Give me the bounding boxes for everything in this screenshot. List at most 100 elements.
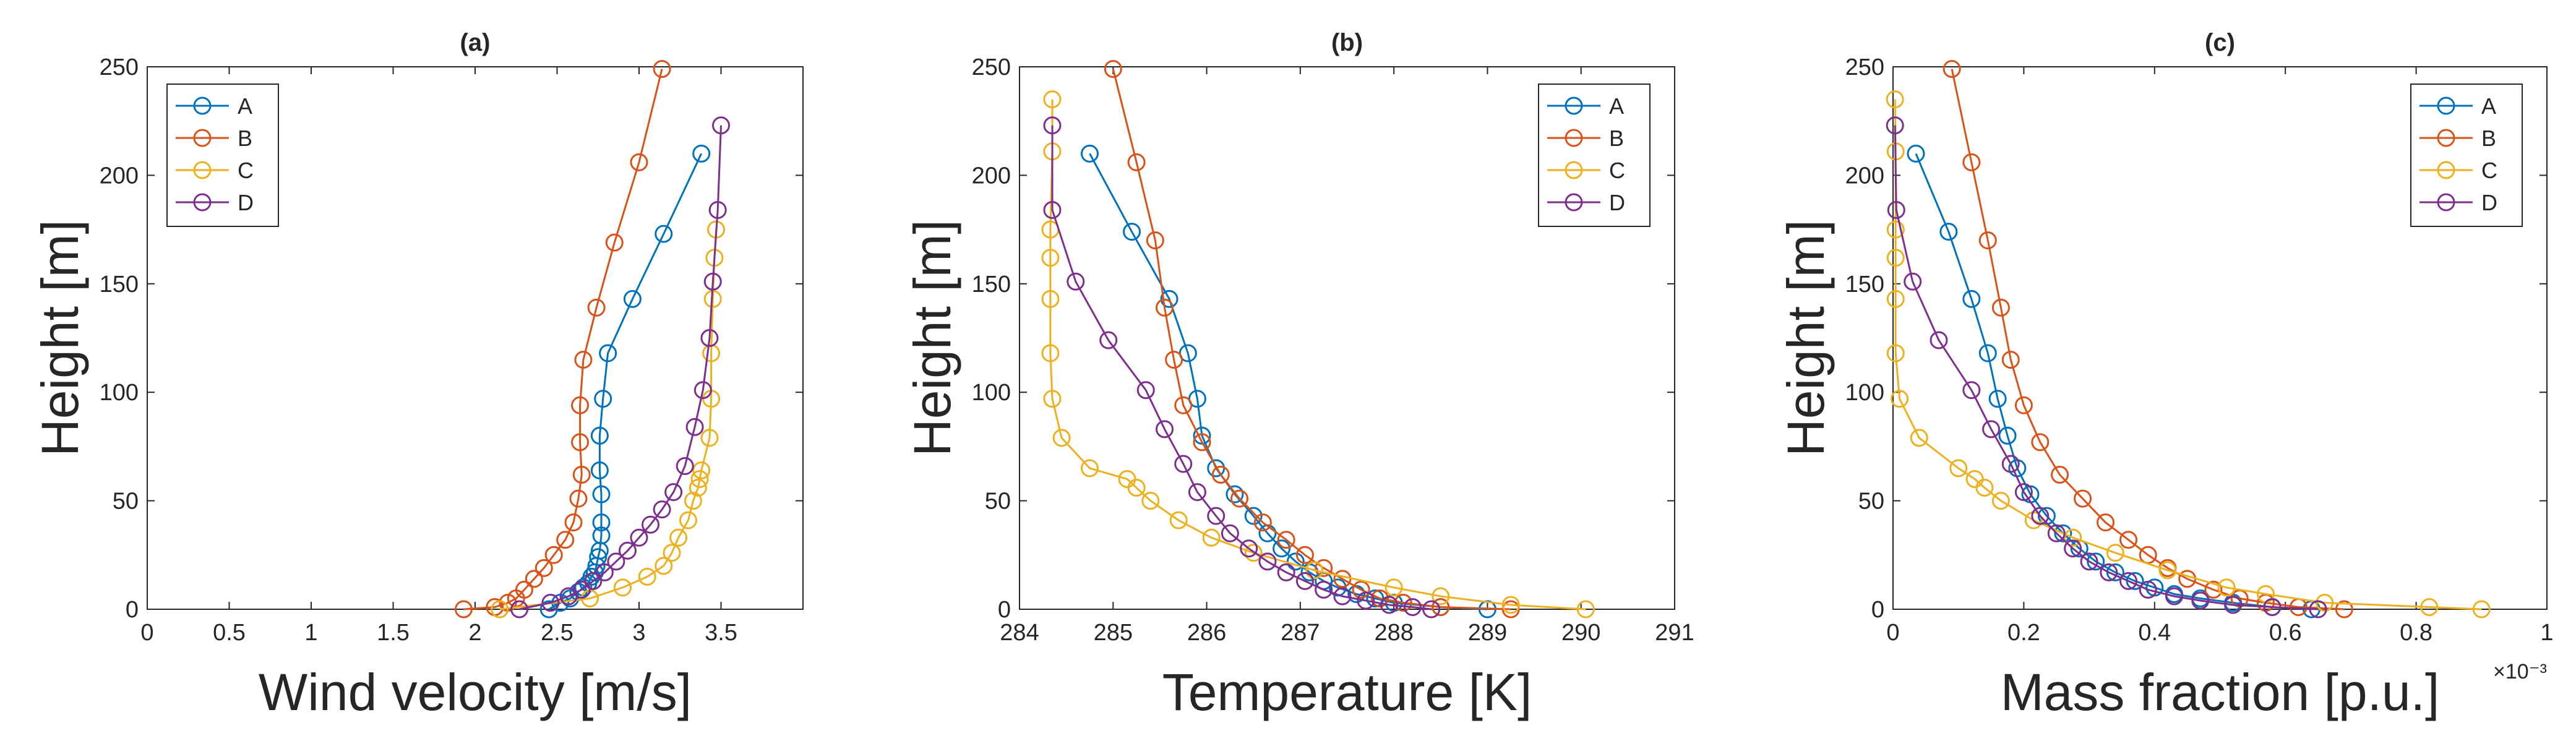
data-point-C xyxy=(1949,459,1968,478)
legend-label-D: D xyxy=(1609,190,1625,215)
series-D xyxy=(510,116,730,619)
series-line-D xyxy=(1051,125,1432,610)
data-point-B xyxy=(571,433,590,452)
data-point-B xyxy=(571,396,590,414)
data-point-C xyxy=(1041,289,1060,308)
series-D xyxy=(1043,116,1441,619)
data-point-A xyxy=(594,390,612,408)
data-point-D xyxy=(1333,587,1352,606)
legend-marker-A xyxy=(1565,96,1583,115)
legend-marker-B xyxy=(1565,129,1583,147)
series-line-C xyxy=(1894,99,2482,610)
panel-c: 0 0.2 0.4 0.6 0.8 1 0 50 100 150 200 250 (c) Mass fra… xyxy=(1777,29,2554,721)
data-point-B xyxy=(1230,489,1249,508)
data-point-D xyxy=(1403,598,1422,616)
series-line-B xyxy=(1951,69,2345,610)
data-point-D xyxy=(1155,420,1174,439)
data-point-D xyxy=(1982,420,2001,439)
data-point-B xyxy=(572,466,591,484)
data-point-D xyxy=(2080,552,2098,571)
legend-label-C: C xyxy=(2481,158,2497,183)
data-point-D xyxy=(1357,591,1375,610)
x-tick-label: 290 xyxy=(1561,620,1600,646)
data-point-C xyxy=(2106,544,2124,562)
plot-area xyxy=(454,60,730,619)
y-tick-label: 50 xyxy=(1858,489,1884,515)
data-point-C xyxy=(1305,561,1324,580)
data-point-C xyxy=(1886,249,1905,267)
data-point-A xyxy=(599,344,617,362)
data-point-A xyxy=(1080,144,1099,163)
data-point-A xyxy=(592,526,611,545)
data-point-C xyxy=(1886,90,1904,109)
data-point-B xyxy=(544,546,563,564)
legend-label-B: B xyxy=(238,126,252,151)
x-tick-label: 291 xyxy=(1655,620,1694,646)
data-point-D xyxy=(685,418,704,436)
legend-label-B: B xyxy=(1609,126,1624,151)
data-point-D xyxy=(584,572,603,590)
data-point-C xyxy=(663,544,681,562)
data-point-C xyxy=(1975,479,1994,497)
data-point-A xyxy=(1907,144,1925,163)
series-line-C xyxy=(1049,99,1586,610)
data-point-B xyxy=(1943,60,1961,79)
data-point-C xyxy=(1244,544,1263,562)
data-point-B xyxy=(2204,580,2223,599)
data-point-C xyxy=(1043,390,1062,408)
data-point-B xyxy=(2014,396,2033,414)
plot-area xyxy=(1886,60,2491,619)
x-axis-label: Temperature [K] xyxy=(1162,663,1532,721)
data-point-C xyxy=(1432,587,1450,606)
data-point-A xyxy=(2087,552,2105,571)
data-point-B xyxy=(1962,153,1981,171)
legend-marker-A xyxy=(193,96,212,115)
data-point-C xyxy=(2158,561,2177,580)
data-point-C xyxy=(1501,596,1520,614)
data-point-C xyxy=(1202,528,1221,547)
data-point-D xyxy=(1277,563,1295,581)
data-point-C xyxy=(1041,344,1060,362)
legend-label-C: C xyxy=(1609,158,1625,183)
data-point-C xyxy=(1891,390,1909,408)
data-point-D xyxy=(1221,524,1239,542)
data-point-D xyxy=(2100,563,2118,581)
y-tick-label: 150 xyxy=(972,272,1011,298)
data-point-D xyxy=(1904,272,1922,291)
x-tick-label: 1 xyxy=(304,620,317,646)
data-point-A xyxy=(1226,485,1244,503)
data-point-A xyxy=(623,289,642,308)
data-point-C xyxy=(692,461,711,479)
data-point-B xyxy=(535,559,553,577)
data-point-C xyxy=(491,600,509,619)
data-point-C xyxy=(1052,429,1071,447)
data-point-D xyxy=(676,456,694,475)
data-point-B xyxy=(1146,231,1164,250)
data-point-B xyxy=(1104,60,1122,79)
x-tick-label: 1.5 xyxy=(377,620,410,646)
y-axis-label: Height [m] xyxy=(903,220,961,456)
data-point-C xyxy=(638,567,656,586)
x-tick-label: 2.5 xyxy=(541,620,573,646)
data-point-D xyxy=(1886,116,1904,135)
data-point-B xyxy=(2051,466,2069,484)
data-point-D xyxy=(2224,596,2243,614)
data-point-C xyxy=(1169,511,1188,529)
data-point-B xyxy=(1991,298,2010,317)
data-point-B xyxy=(1174,396,1193,414)
series-line-B xyxy=(1112,69,1511,610)
x-tick-label: 3.5 xyxy=(705,620,737,646)
series-B xyxy=(1943,60,2353,619)
y-tick-label: 100 xyxy=(972,380,1011,406)
panel-b: 284 285 286 287 288 289 290 291 0 50 100 150 200 250 (… xyxy=(903,29,1694,721)
legend-marker-B xyxy=(193,129,212,147)
data-point-B xyxy=(587,298,606,317)
data-point-D xyxy=(693,381,712,400)
data-point-B xyxy=(1352,580,1370,599)
y-tick-label: 200 xyxy=(100,163,139,189)
data-point-D xyxy=(1380,596,1399,614)
data-point-B xyxy=(2031,433,2050,452)
data-point-D xyxy=(1043,201,1062,220)
legend-label-D: D xyxy=(2481,190,2497,215)
